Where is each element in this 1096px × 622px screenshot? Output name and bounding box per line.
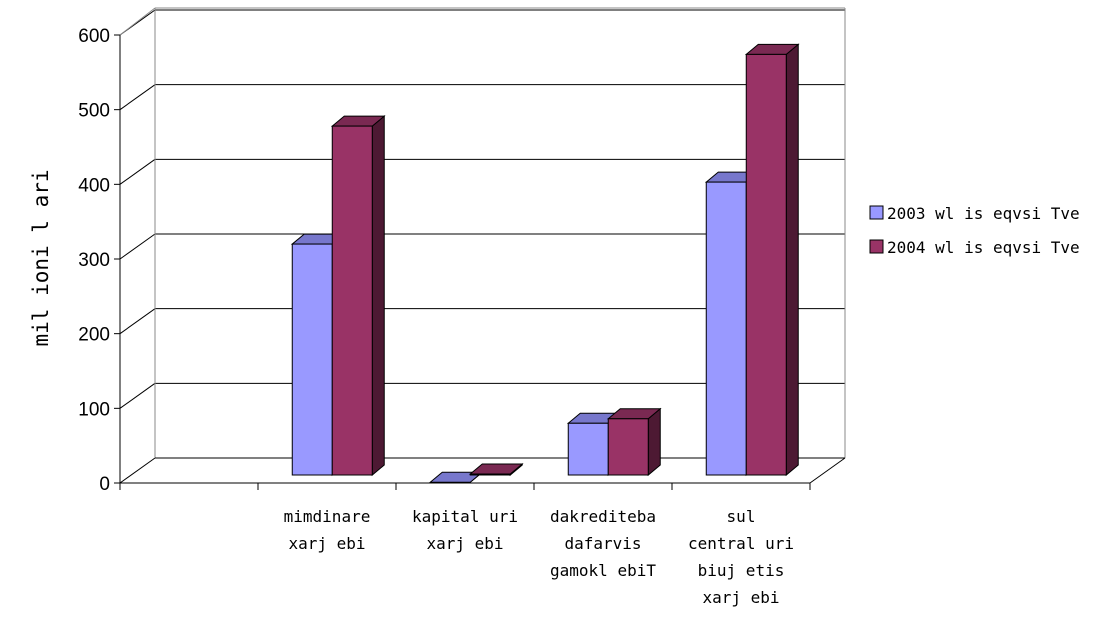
y-tick-label: 500 [78,101,110,122]
bar-front-face [568,423,608,475]
bar [332,116,384,475]
bar-side-face [648,409,660,475]
legend-item: 2004 wl is eqvsi Tve [870,238,1080,257]
legend-label: 2004 wl is eqvsi Tve [887,238,1080,257]
bars-group [292,44,798,482]
legend-item: 2003 wl is eqvsi Tve [870,204,1080,223]
bar-front-face [332,126,372,475]
category-label: central uri [688,534,794,553]
bar-front-face [706,182,746,475]
bar-front-face [746,54,786,475]
y-tick-label: 200 [78,325,110,346]
category-label: dakrediteba [550,507,656,526]
y-tick-label: 0 [99,474,110,495]
bar-front-face [608,419,648,475]
bar [470,464,522,475]
category-label: sul [727,507,756,526]
legend-swatch [870,240,883,253]
category-label: xarj ebi [702,588,779,607]
gridline-side [120,383,155,408]
legend-label: 2003 wl is eqvsi Tve [887,204,1080,223]
bar-top-face [470,464,522,474]
category-label: dafarvis [564,534,641,553]
category-label: xarj ebi [288,534,365,553]
axes-group: 0 100 200 300 400 500 600 mimdinare xarj ebi kapi… [78,26,810,607]
category-label: biuj etis [698,561,785,580]
y-tick-label: 600 [78,26,110,47]
bar-front-face [470,474,510,475]
y-axis-label: mil ioni l ari [29,169,53,346]
category-label: xarj ebi [426,534,503,553]
gridline-side [120,234,155,259]
bar [608,409,660,475]
floor-right-edge [810,458,845,483]
y-tick-label: 300 [78,250,110,271]
gridline-side [120,159,155,184]
side-wall-top-edge [120,8,155,35]
bar [746,44,798,475]
bar-front-face [292,244,332,475]
category-label: kapital uri [412,507,518,526]
category-label: mimdinare [284,507,371,526]
legend: 2003 wl is eqvsi Tve 2004 wl is eqvsi Tve [870,204,1080,257]
y-tick-label: 100 [78,399,110,420]
gridline-side [120,309,155,334]
legend-swatch [870,206,883,219]
gridline-side [120,458,155,483]
category-label: gamokl ebiT [550,561,656,580]
y-tick-label: 400 [78,175,110,196]
bar-side-face [786,44,798,475]
gridline-side [120,85,155,110]
bar-side-face [372,116,384,475]
